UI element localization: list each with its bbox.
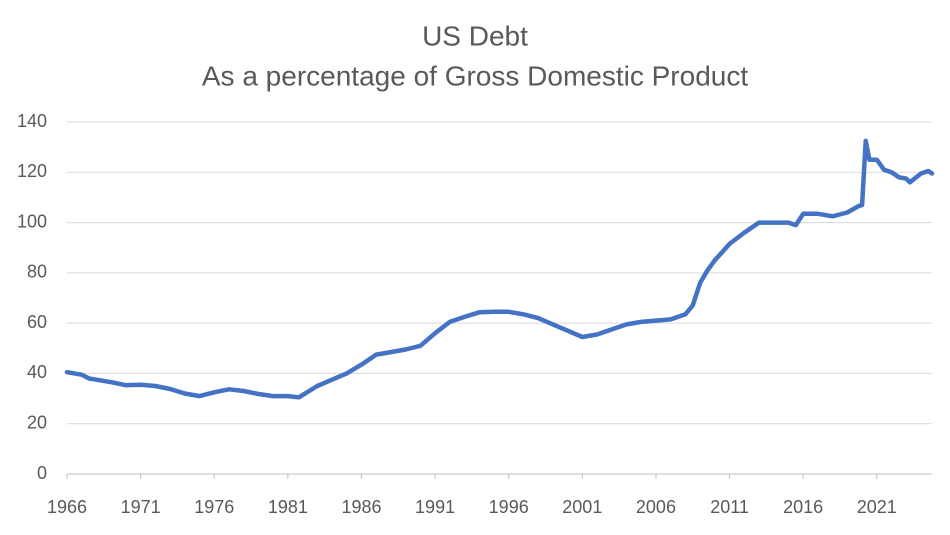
y-tick-label: 80: [27, 262, 47, 282]
x-tick-label: 1996: [489, 497, 529, 517]
x-tick-label: 1966: [47, 497, 87, 517]
chart-subtitle: As a percentage of Gross Domestic Produc…: [202, 60, 748, 91]
y-tick-label: 20: [27, 412, 47, 432]
x-tick-label: 2021: [857, 497, 897, 517]
x-tick-label: 1971: [121, 497, 161, 517]
y-tick-label: 100: [17, 211, 47, 231]
data-line: [64, 138, 935, 400]
y-tick-label: 60: [27, 312, 47, 332]
y-tick-label: 40: [27, 362, 47, 382]
chart-title: US Debt: [422, 20, 528, 51]
x-tick-label: 2001: [562, 497, 602, 517]
y-tick-label: 140: [17, 111, 47, 131]
x-tick-label: 1981: [268, 497, 308, 517]
x-tick-label: 2016: [783, 497, 823, 517]
x-tick-label: 1986: [341, 497, 381, 517]
x-tick-label: 1976: [194, 497, 234, 517]
y-tick-label: 0: [37, 463, 47, 483]
x-tick-label: 2006: [636, 497, 676, 517]
y-tick-label: 120: [17, 161, 47, 181]
x-tick-label: 1991: [415, 497, 455, 517]
x-tick-label: 2011: [710, 497, 749, 517]
